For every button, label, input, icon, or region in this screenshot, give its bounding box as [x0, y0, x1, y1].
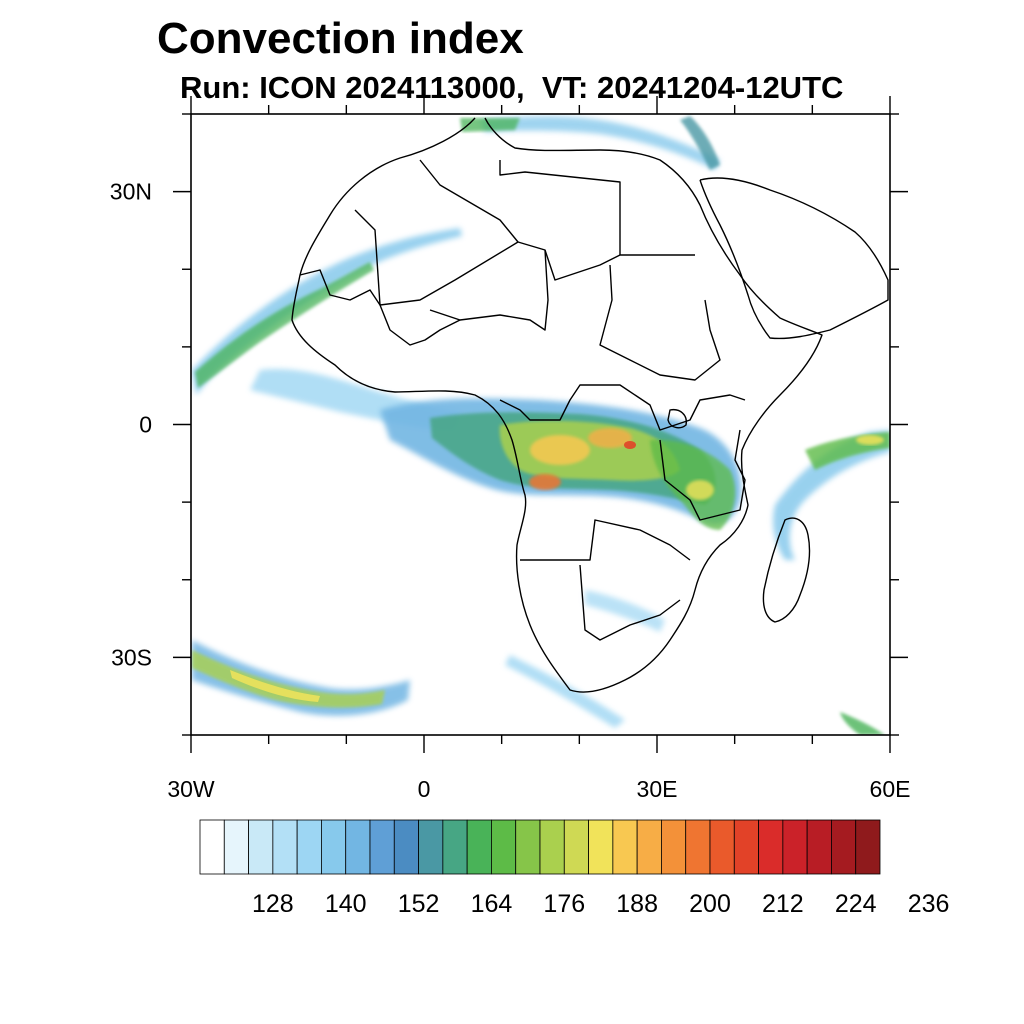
x-tick-label: 30W: [167, 776, 215, 802]
convection-field: [192, 116, 890, 735]
colorbar-label: 128: [252, 890, 294, 918]
y-tick-label: 30S: [111, 644, 152, 670]
convection-southern-africa-inland: [585, 590, 665, 632]
colorbar-label: 224: [835, 890, 877, 918]
convection-southern-africa-streak: [505, 655, 625, 728]
colorbar-label: 236: [908, 890, 950, 918]
colorbar-swatch: [831, 819, 857, 875]
colorbar-swatch: [321, 819, 347, 875]
border-north: [419, 159, 621, 255]
colorbar-swatch: [466, 819, 492, 875]
border-south: [520, 519, 691, 641]
x-tick-label: 0: [418, 776, 431, 802]
colorbar-label: 212: [762, 890, 804, 918]
colorbar-swatch: [393, 819, 419, 875]
colorbar-swatch: [418, 819, 444, 875]
colorbar-swatch: [636, 819, 662, 875]
colorbar-swatch: [369, 819, 395, 875]
colorbar-swatch: [685, 819, 711, 875]
y-tick-label: 30N: [110, 179, 152, 205]
colorbar: 128 140 152 164 176 188 200 212 224 236: [199, 819, 950, 918]
colorbar-swatch: [733, 819, 759, 875]
colorbar-swatch: [539, 819, 565, 875]
chart-title: Convection index: [157, 14, 524, 63]
convection-southeast-corner: [840, 712, 885, 735]
colorbar-label: 200: [689, 890, 731, 918]
colorbar-swatch: [248, 819, 274, 875]
colorbar-label: 164: [471, 890, 513, 918]
convection-mediterranean-core: [460, 118, 520, 132]
plot-area: [191, 114, 890, 735]
colorbar-swatch: [442, 819, 468, 875]
convection-peak-congo-2: [588, 428, 632, 448]
colorbar-swatch: [563, 819, 589, 875]
colorbar-swatch: [199, 819, 225, 875]
coastlines-and-borders: [291, 117, 889, 693]
border-west: [299, 269, 461, 346]
colorbar-swatch: [345, 819, 371, 875]
madagascar-coastline: [762, 517, 811, 623]
border-east: [599, 264, 721, 381]
y-tick-label: 0: [139, 412, 152, 438]
colorbar-swatch: [296, 819, 322, 875]
colorbar-swatch: [855, 819, 881, 875]
colorbar-swatch: [223, 819, 249, 875]
colorbar-swatch: [612, 819, 638, 875]
convection-peak-congo-1: [530, 435, 590, 465]
colorbar-label: 176: [543, 890, 585, 918]
colorbar-swatch: [806, 819, 832, 875]
colorbar-swatch: [491, 819, 517, 875]
x-axis-labels: 30W 0 30E 60E: [167, 776, 910, 802]
convection-peak-indian-ocean: [856, 435, 884, 445]
colorbar-swatch: [272, 819, 298, 875]
colorbar-swatch: [588, 819, 614, 875]
colorbar-label: 188: [616, 890, 658, 918]
convection-south-atlantic-peak: [230, 670, 320, 702]
colorbar-label: 152: [398, 890, 440, 918]
map-frame: [173, 96, 908, 753]
convection-arabian-edge: [680, 116, 720, 170]
africa-coastline: [291, 117, 823, 693]
convection-peak-east-africa: [686, 480, 714, 500]
border-great-lakes: [659, 429, 746, 521]
colorbar-swatch: [709, 819, 735, 875]
arabian-peninsula-coastline: [699, 177, 889, 340]
colorbar-swatch: [661, 819, 687, 875]
chart-subtitle: Run: ICON 2024113000, VT: 20241204-12UTC: [180, 70, 844, 105]
colorbar-swatch: [782, 819, 808, 875]
colorbar-swatch: [515, 819, 541, 875]
colorbar-label: 140: [325, 890, 367, 918]
y-axis-labels: 30N 0 30S: [110, 179, 152, 671]
convection-peak-congo-3: [529, 474, 561, 490]
x-tick-label: 60E: [870, 776, 911, 802]
convection-mediterranean: [480, 116, 720, 170]
x-tick-label: 30E: [637, 776, 678, 802]
convection-peak-congo-4: [624, 441, 636, 449]
colorbar-swatch: [758, 819, 784, 875]
border-central: [499, 384, 746, 431]
lake-victoria: [667, 408, 687, 429]
